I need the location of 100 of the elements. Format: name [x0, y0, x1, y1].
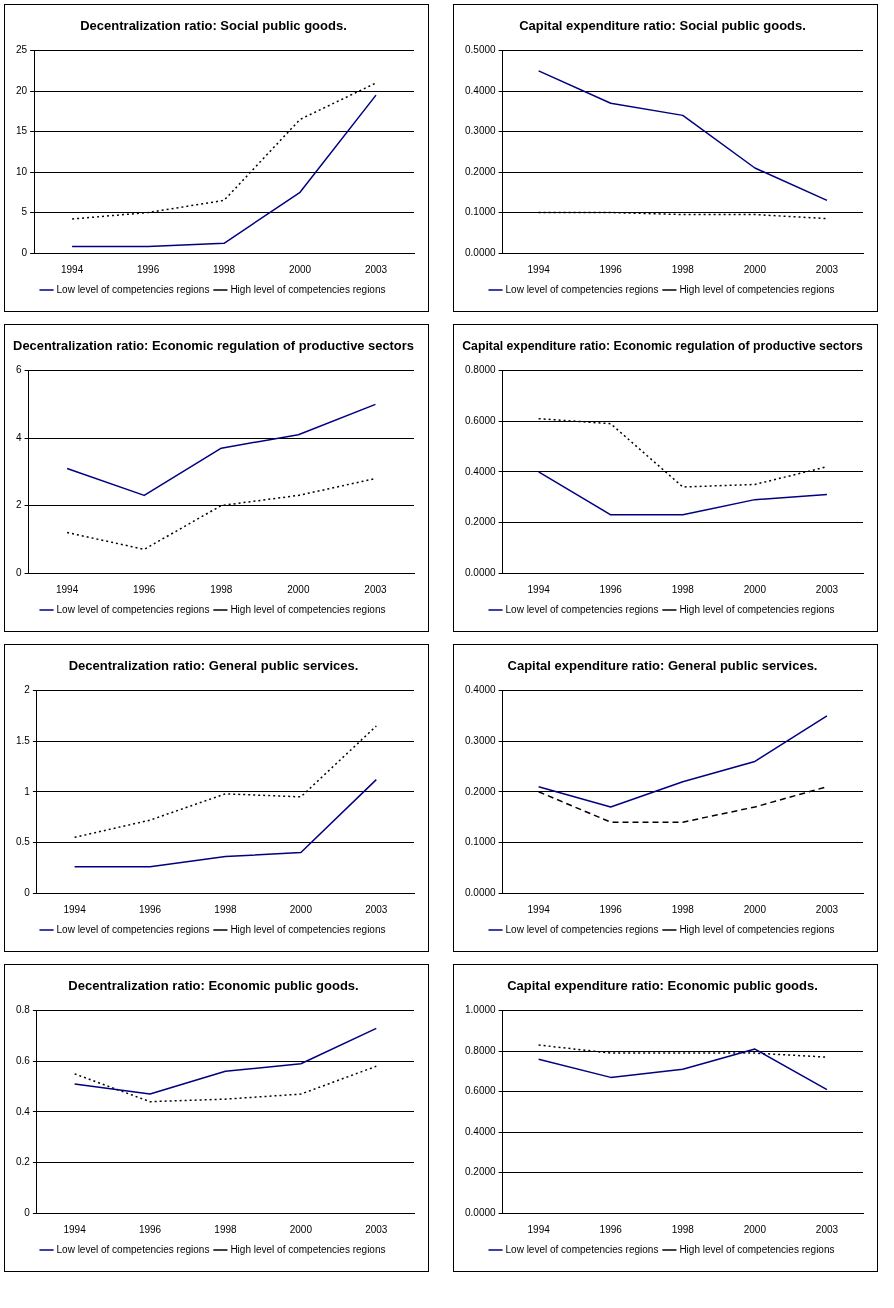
y-tick-label: 0 — [24, 886, 31, 898]
legend-label: Low level of competencies regions — [56, 283, 210, 295]
legend-label: Low level of competencies regions — [56, 1243, 210, 1255]
legend-label: High level of competencies regions — [230, 283, 386, 295]
y-tick-label: 6 — [16, 364, 22, 376]
chart-title: Decentralization ratio: General public services. — [68, 658, 359, 674]
y-tick-label: 0.1000 — [464, 836, 497, 848]
y-tick-label: 4 — [16, 431, 22, 443]
x-tick-label: 2000 — [743, 263, 767, 275]
chart-title: Capital expenditure ratio: Economic public goods. — [507, 978, 818, 994]
x-tick-label: 2000 — [743, 903, 767, 915]
y-tick-label: 0 — [24, 1206, 31, 1218]
y-tick-label: 0.5 — [16, 836, 31, 848]
y-tick-label: 0.0000 — [464, 1206, 497, 1218]
x-tick-label: 2000 — [289, 903, 313, 915]
y-tick-label: 0.4000 — [464, 1125, 497, 1137]
y-tick-label: 10 — [16, 165, 28, 177]
x-tick-label: 1994 — [527, 583, 551, 595]
x-tick-label: 1994 — [527, 903, 551, 915]
x-tick-label: 2000 — [743, 583, 767, 595]
x-tick-label: 1996 — [138, 1223, 162, 1235]
y-tick-label: 0.3000 — [464, 125, 497, 137]
x-tick-label: 1998 — [214, 1223, 238, 1235]
x-tick-label: 1996 — [133, 583, 156, 595]
legend-label: Low level of competencies regions — [56, 603, 210, 615]
x-tick-label: 2003 — [364, 263, 388, 275]
x-tick-label: 1994 — [527, 1223, 551, 1235]
x-tick-label: 2003 — [365, 903, 388, 915]
chart-title: Capital expenditure ratio: General public services. — [507, 658, 818, 674]
x-tick-label: 1996 — [599, 1223, 623, 1235]
x-tick-label: 2003 — [365, 1223, 388, 1235]
x-tick-label: 2003 — [815, 1223, 839, 1235]
y-tick-label: 1.5 — [16, 734, 31, 746]
chart-title: Decentralization ratio: Social public goods. — [80, 18, 347, 34]
x-tick-label: 1994 — [55, 583, 79, 595]
x-tick-label: 2003 — [815, 263, 839, 275]
x-tick-label: 2000 — [288, 263, 312, 275]
x-tick-label: 1996 — [138, 903, 162, 915]
y-tick-label: 2 — [24, 684, 31, 696]
x-tick-label: 1994 — [60, 263, 84, 275]
y-tick-label: 2 — [16, 499, 22, 511]
line-series — [73, 1065, 378, 1103]
y-tick-label: 0.2000 — [464, 785, 497, 797]
y-tick-label: 0.4000 — [464, 465, 497, 477]
x-tick-label: 1998 — [210, 583, 233, 595]
y-tick-label: 0.3000 — [464, 734, 497, 746]
y-tick-label: 0.6 — [16, 1054, 31, 1066]
x-tick-label: 2000 — [289, 1223, 313, 1235]
legend-label: Low level of competencies regions — [505, 603, 659, 615]
y-tick-label: 15 — [16, 125, 28, 137]
legend-label: Low level of competencies regions — [505, 1243, 659, 1255]
x-tick-label: 1994 — [527, 263, 551, 275]
chart-title: Decentralization ratio: Economic regulation of productive sectors — [13, 338, 414, 354]
chart-title: Decentralization ratio: Economic public goods. — [68, 978, 359, 994]
legend-label: High level of competencies regions — [679, 283, 835, 295]
y-tick-label: 0.4000 — [464, 84, 497, 96]
x-tick-label: 1998 — [671, 1223, 695, 1235]
x-tick-label: 1998 — [671, 903, 695, 915]
legend-label: High level of competencies regions — [230, 1243, 386, 1255]
x-tick-label: 1996 — [599, 903, 623, 915]
x-tick-label: 1998 — [671, 583, 695, 595]
y-tick-label: 1.0000 — [464, 1004, 497, 1016]
x-tick-label: 1996 — [599, 583, 623, 595]
x-tick-label: 1998 — [212, 263, 236, 275]
x-tick-label: 2000 — [287, 583, 310, 595]
y-tick-label: 0.1000 — [464, 206, 497, 218]
x-tick-label: 2003 — [364, 583, 388, 595]
x-tick-label: 1998 — [214, 903, 238, 915]
y-tick-label: 0.0000 — [464, 566, 497, 578]
legend-label: High level of competencies regions — [679, 603, 835, 615]
x-tick-label: 1996 — [599, 263, 623, 275]
y-tick-label: 5 — [21, 206, 28, 218]
x-tick-label: 1994 — [63, 903, 87, 915]
x-tick-label: 1996 — [136, 263, 160, 275]
y-tick-label: 0.4000 — [464, 684, 497, 696]
legend-label: Low level of competencies regions — [505, 283, 659, 295]
legend-label: High level of competencies regions — [230, 603, 386, 615]
x-tick-label: 2003 — [815, 583, 839, 595]
y-tick-label: 0.8 — [16, 1004, 31, 1016]
y-tick-label: 0.0000 — [464, 246, 497, 258]
x-tick-label: 1994 — [63, 1223, 87, 1235]
legend-label: High level of competencies regions — [230, 923, 386, 935]
y-tick-label: 0.4 — [16, 1105, 31, 1117]
legend-label: Low level of competencies regions — [505, 923, 659, 935]
y-tick-label: 25 — [16, 44, 28, 56]
x-tick-label: 1998 — [671, 263, 695, 275]
y-tick-label: 0.8000 — [464, 364, 497, 376]
legend-label: High level of competencies regions — [679, 1243, 835, 1255]
x-tick-label: 2003 — [815, 903, 839, 915]
y-tick-label: 0.2 — [16, 1156, 31, 1168]
y-tick-label: 0.2000 — [464, 516, 497, 528]
y-tick-label: 0.6000 — [464, 414, 497, 426]
y-tick-label: 0 — [16, 566, 22, 578]
y-tick-label: 0.6000 — [464, 1085, 497, 1097]
chart-title: Capital expenditure ratio: Economic regulation of productive sectors — [462, 339, 863, 354]
legend-label: High level of competencies regions — [679, 923, 835, 935]
y-tick-label: 0 — [21, 246, 28, 258]
legend-label: Low level of competencies regions — [56, 923, 210, 935]
y-tick-label: 0.8000 — [464, 1044, 497, 1056]
y-tick-label: 0.0000 — [464, 886, 497, 898]
